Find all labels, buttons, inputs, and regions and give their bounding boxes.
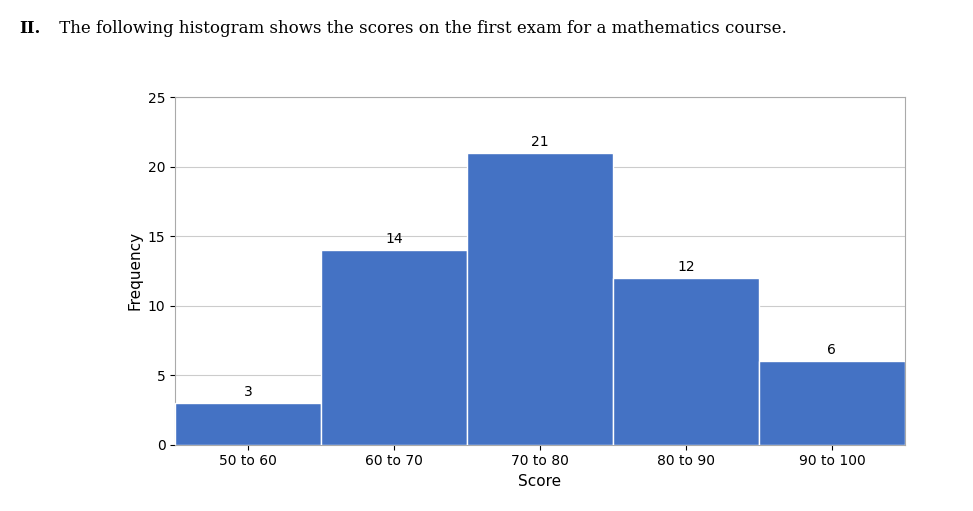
Text: 12: 12	[677, 260, 695, 273]
Bar	[321, 250, 467, 445]
Text: 6: 6	[827, 343, 837, 357]
Bar	[613, 278, 759, 445]
Text: The following histogram shows the scores on the first exam for a mathematics cou: The following histogram shows the scores…	[54, 20, 786, 37]
Text: 14: 14	[385, 232, 403, 246]
Bar	[759, 361, 905, 445]
Bar	[467, 153, 613, 445]
Text: 21: 21	[531, 134, 549, 149]
X-axis label: Score: Score	[519, 474, 561, 489]
Bar	[175, 403, 321, 445]
Text: II.: II.	[19, 20, 41, 37]
Y-axis label: Frequency: Frequency	[127, 231, 142, 310]
Text: 3: 3	[244, 385, 252, 399]
